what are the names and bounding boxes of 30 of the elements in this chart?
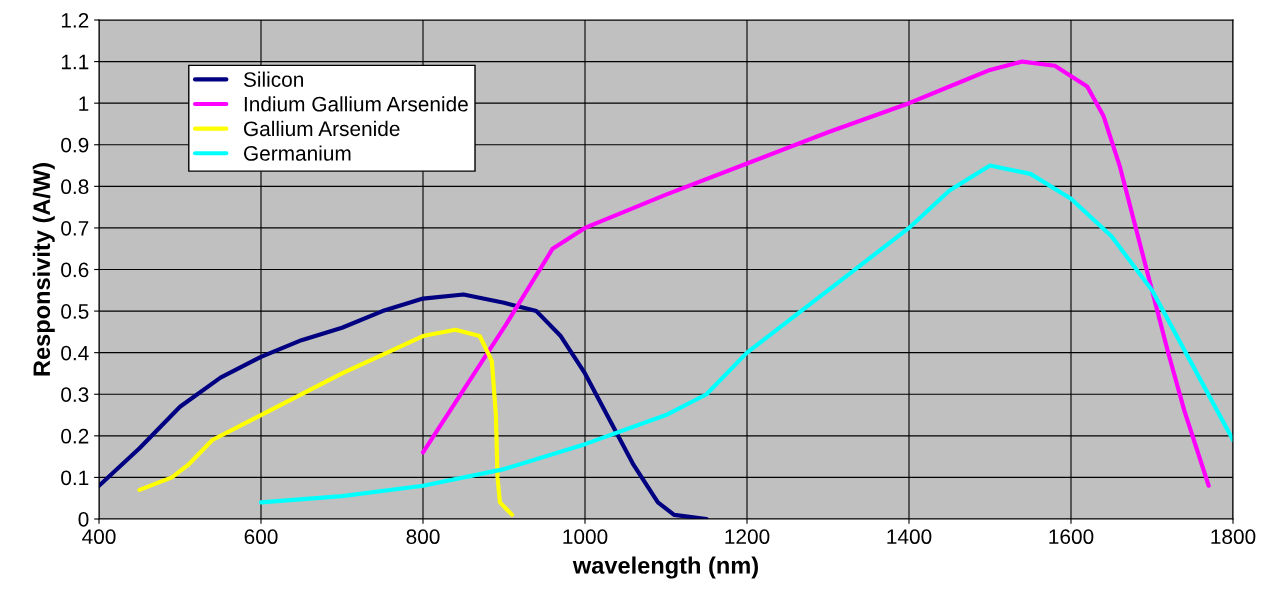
- y-tick-label: 1.1: [61, 54, 89, 70]
- y-tick-label: 0: [78, 512, 89, 527]
- y-tick-label: 0.4: [61, 345, 89, 361]
- line-series: [99, 292, 709, 519]
- legend-label: Indium Gallium Arsenide: [244, 96, 468, 112]
- y-tick-label: 1.2: [61, 13, 89, 28]
- y-tick-label: 0.7: [61, 220, 89, 236]
- legend-label: Silicon: [243, 71, 303, 87]
- y-tick-label: 0.2: [61, 428, 89, 444]
- y-tick-label: 0.3: [61, 387, 89, 402]
- x-tick-label: 600: [244, 529, 278, 545]
- x-tick-label: 1200: [725, 529, 770, 545]
- line-series: [258, 163, 1233, 505]
- x-axis-title: wavelength (nm): [572, 556, 758, 579]
- x-tick-label: 1800: [1211, 529, 1256, 545]
- y-tick-label: 0.1: [61, 470, 89, 486]
- x-tick-label: 1000: [563, 529, 608, 545]
- y-tick-label: 0.6: [61, 262, 89, 278]
- y-tick-label: 0.8: [61, 179, 89, 195]
- y-tick-label: 0.9: [61, 137, 89, 153]
- x-tick-label: 400: [82, 529, 116, 545]
- x-tick-label: 800: [406, 529, 440, 545]
- line-series: [137, 327, 515, 517]
- x-tick-label: 1400: [887, 529, 932, 545]
- legend-label: Gallium Arsenide: [244, 120, 400, 137]
- y-tick-label: 1: [79, 96, 89, 111]
- x-tick-label: 1600: [1049, 529, 1094, 545]
- y-axis-title: Responsivity (A/W): [32, 163, 55, 376]
- legend-label: Germanium: [244, 145, 351, 161]
- y-tick-label: 0.5: [61, 304, 89, 319]
